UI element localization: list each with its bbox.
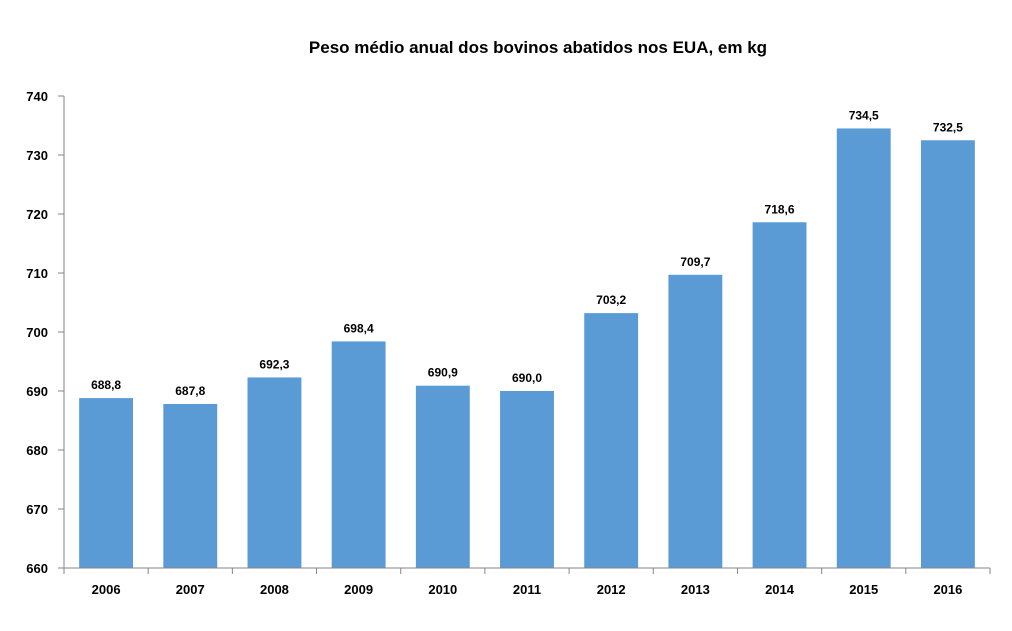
data-label-2014: 718,6 (765, 202, 795, 216)
data-label-2010: 690,9 (428, 366, 458, 380)
bar-2006 (79, 398, 134, 568)
data-label-2006: 688,8 (91, 378, 121, 392)
x-tick-label-2014: 2014 (765, 582, 795, 597)
y-tick-label-710: 710 (26, 266, 48, 281)
x-tick-label-2009: 2009 (344, 582, 373, 597)
bar-2016 (920, 140, 975, 568)
data-label-2015: 734,5 (849, 108, 879, 122)
x-tick-label-2006: 2006 (92, 582, 121, 597)
bar-2015 (836, 128, 891, 568)
bar-2011 (500, 391, 554, 568)
bar-2012 (584, 313, 639, 568)
y-tick-label-680: 680 (26, 443, 48, 458)
y-tick-label-730: 730 (26, 148, 48, 163)
data-label-2013: 709,7 (680, 255, 710, 269)
data-labels-layer: 688,8 687,8 692,3 698,4 690,9 690,0 703,2 709,7… (91, 108, 963, 398)
data-label-2009: 698,4 (344, 321, 374, 335)
bar-2010 (415, 385, 470, 568)
x-tick-label-2015: 2015 (849, 582, 878, 597)
y-tick-label-720: 720 (26, 207, 48, 222)
y-tick-label-740: 740 (26, 89, 48, 104)
data-label-2011: 690,0 (512, 371, 542, 385)
bar-2009 (331, 341, 386, 568)
y-tick-label-660: 660 (26, 561, 48, 576)
y-tick-label-690: 690 (26, 384, 48, 399)
x-tick-label-2010: 2010 (428, 582, 457, 597)
x-tick-label-2013: 2013 (681, 582, 710, 597)
bar-2014 (752, 222, 807, 568)
x-tick-label-2012: 2012 (597, 582, 626, 597)
bars-layer (79, 128, 975, 568)
axes-layer: 2006 2007 2008 2009 2010 2011 2012 2013 2014 2015… (26, 89, 991, 597)
x-tick-label-2016: 2016 (933, 582, 962, 597)
x-tick-label-2008: 2008 (260, 582, 289, 597)
y-tick-label-670: 670 (26, 502, 48, 517)
data-label-2007: 687,8 (175, 384, 205, 398)
x-tick-label-2007: 2007 (176, 582, 205, 597)
data-label-2012: 703,2 (596, 293, 626, 307)
data-label-2016: 732,5 (933, 120, 963, 134)
bar-2007 (163, 403, 218, 568)
x-tick-label-2011: 2011 (513, 582, 541, 597)
chart-title: Peso médio anual dos bovinos abatidos no… (308, 38, 768, 57)
bar-2013 (668, 274, 723, 568)
bar-2008 (247, 377, 302, 568)
data-label-2008: 692,3 (259, 357, 289, 371)
y-tick-label-700: 700 (26, 325, 48, 340)
